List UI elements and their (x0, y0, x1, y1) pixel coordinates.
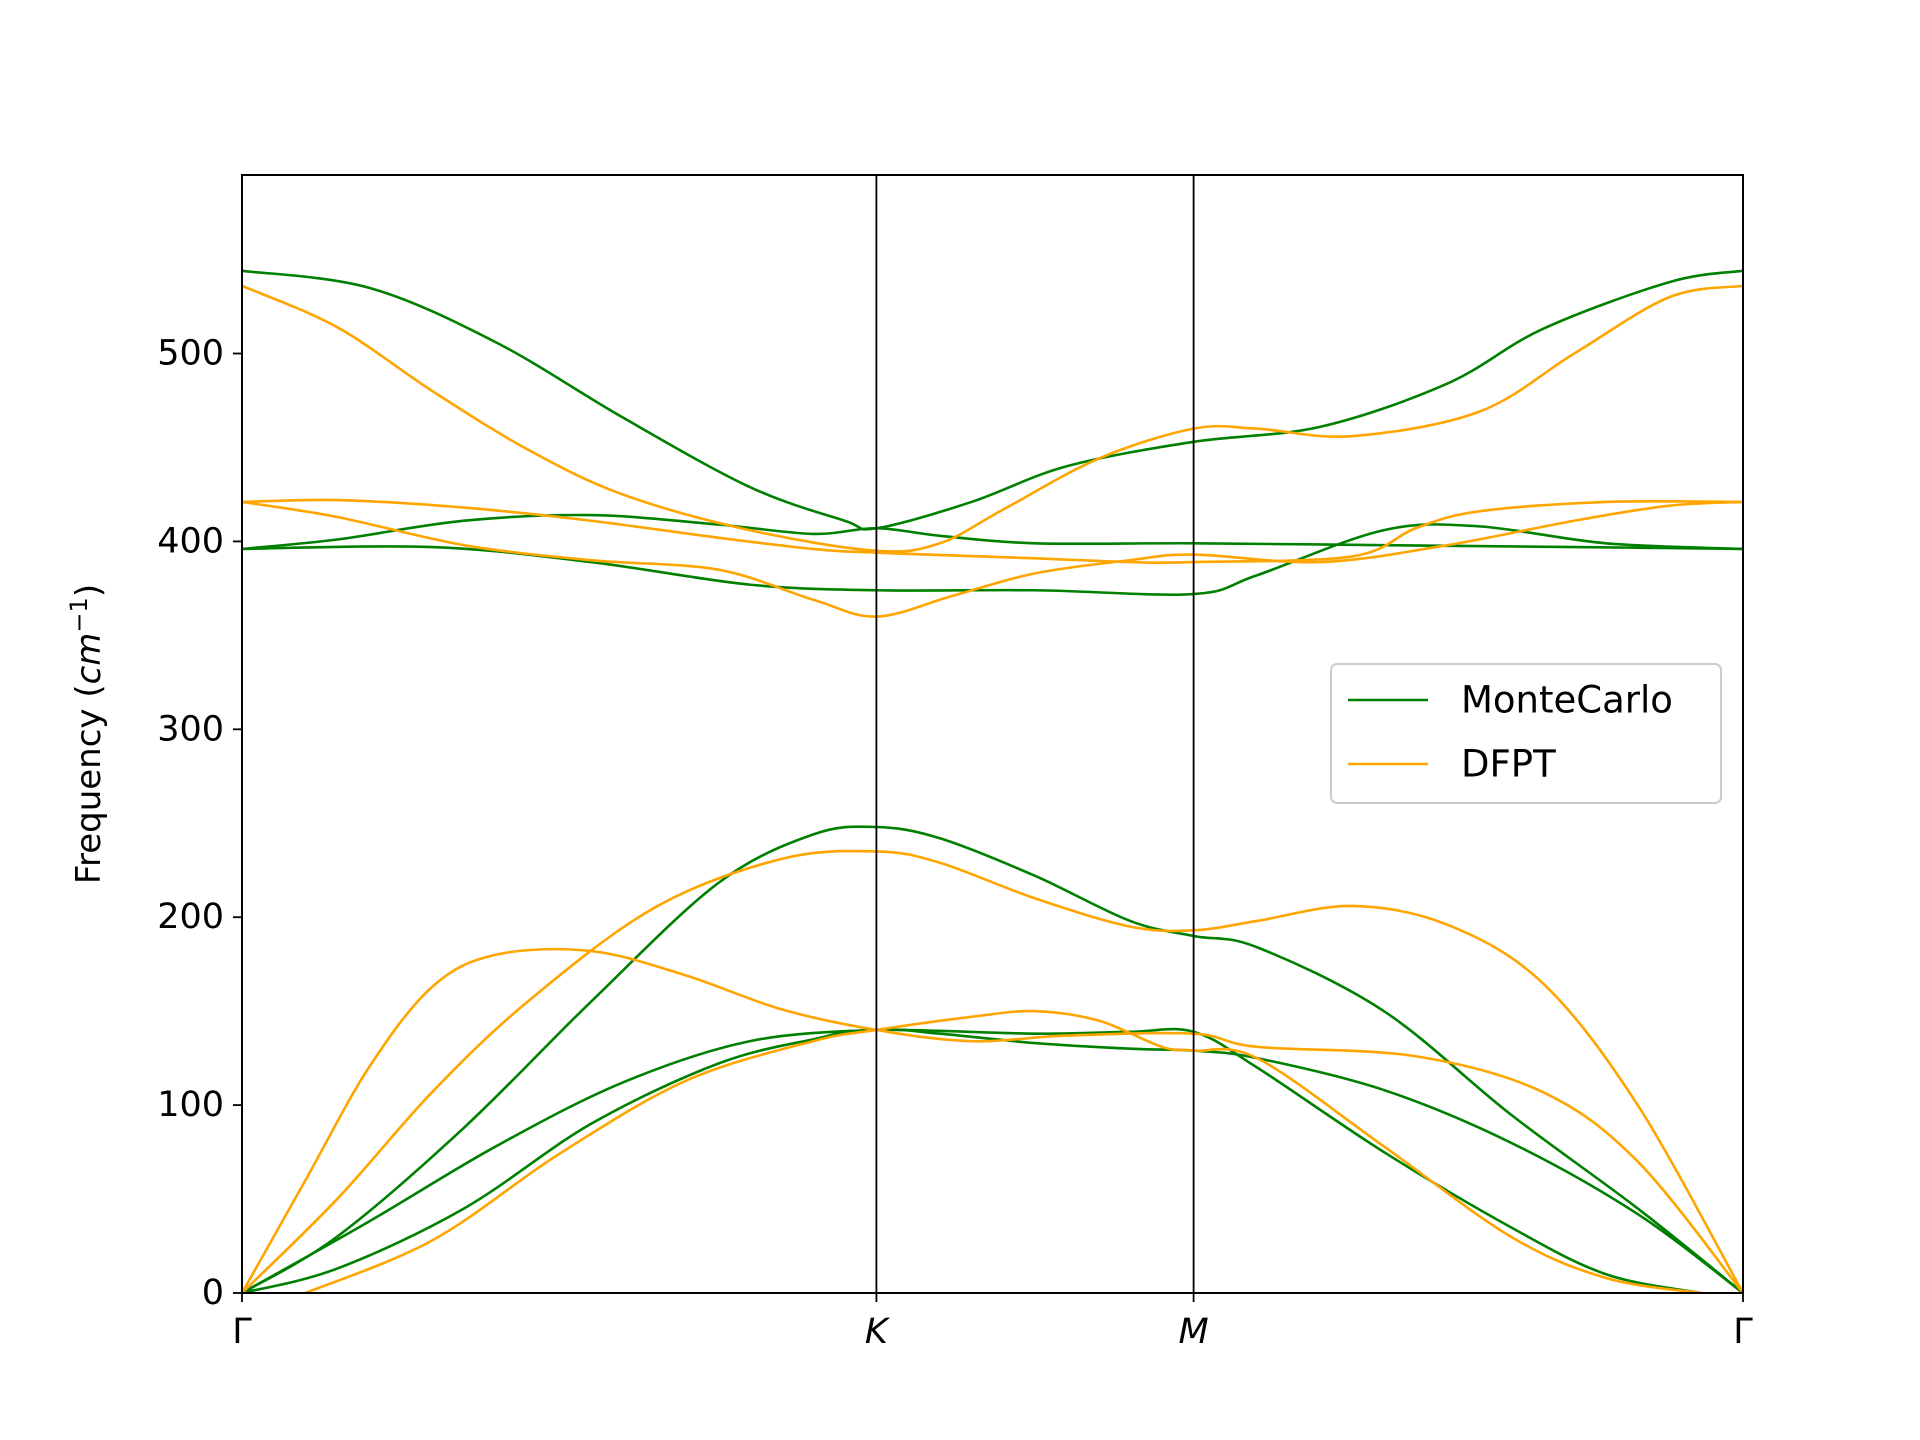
series-dfpt-branch-6 (242, 284, 1743, 553)
series-dfpt-branch-4 (242, 500, 1743, 618)
x-tick-label: Γ (232, 1312, 252, 1352)
x-tick-label: K (865, 1312, 891, 1352)
y-tick-label: 400 (157, 521, 224, 561)
plot-area (242, 269, 1743, 1293)
series-montecarlo-branch-3 (242, 825, 1743, 1293)
legend-label-dfpt: DFPT (1461, 743, 1556, 786)
series-dfpt-branch-1 (304, 1009, 1703, 1293)
series-dfpt-branch-2 (242, 849, 1743, 1293)
legend: MonteCarlo DFPT (1330, 663, 1722, 804)
y-tick-label: 500 (157, 334, 224, 374)
y-tick-label: 300 (157, 709, 224, 749)
x-tick-label: Γ (1733, 1312, 1753, 1352)
series-dfpt (242, 284, 1743, 1293)
y-tick-label: 200 (157, 897, 224, 937)
y-tick-label: 100 (157, 1085, 224, 1125)
plot-frame (241, 174, 1744, 1294)
series-montecarlo-branch-5 (242, 513, 1743, 551)
legend-box (1330, 663, 1722, 804)
series-lines (242, 269, 1743, 1293)
series-dfpt-branch-5 (242, 498, 1743, 564)
series-montecarlo-branch-1 (242, 1027, 1703, 1293)
legend-label-montecarlo: MonteCarlo (1461, 679, 1673, 722)
y-tick-label: 0 (202, 1273, 224, 1313)
series-montecarlo-branch-2 (242, 1028, 1743, 1293)
axes: 0 100 200 300 400 500 Γ K M Γ Frequency (cm−1) (65, 174, 1753, 1352)
series-montecarlo-branch-6 (242, 269, 1743, 531)
series-dfpt-branch-3 (242, 947, 1743, 1293)
y-axis-label: Frequency (cm−1) (65, 584, 109, 884)
x-tick-label: M (1179, 1312, 1209, 1352)
